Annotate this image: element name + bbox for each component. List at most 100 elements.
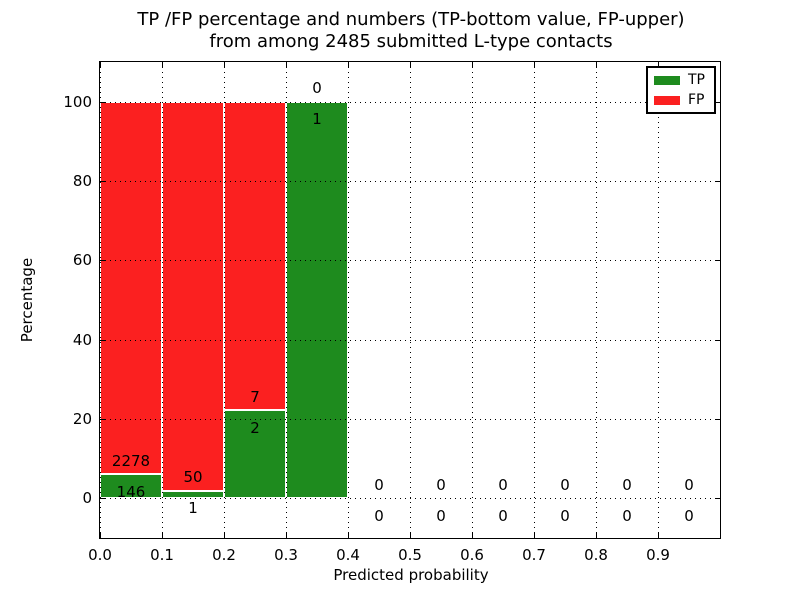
x-tick-mark <box>348 62 349 67</box>
y-tick-mark <box>715 260 720 262</box>
fp-count-label: 0 <box>684 475 694 494</box>
bar-fp-segment <box>162 101 224 491</box>
y-tick-mark <box>715 181 720 182</box>
gridline-vertical <box>162 62 163 538</box>
y-tick-mark <box>715 498 720 500</box>
fp-count-label: 2278 <box>111 451 151 470</box>
y-tick-mark <box>100 498 105 500</box>
legend-label-fp: FP <box>688 92 705 108</box>
y-tick-label: 60 <box>72 251 92 270</box>
y-tick-label: 40 <box>72 330 92 349</box>
x-tick-mark <box>596 533 597 538</box>
x-axis-label: Predicted probability <box>333 566 489 584</box>
tp-count-label: 0 <box>560 506 570 525</box>
fp-color-swatch <box>654 95 680 105</box>
x-tick-mark <box>534 62 535 67</box>
gridline-vertical <box>596 62 597 538</box>
bar-tp-segment <box>162 490 224 499</box>
y-tick-mark <box>100 260 105 262</box>
fp-count-label: 0 <box>436 475 446 494</box>
x-tick-mark <box>410 533 411 538</box>
x-tick-label: 0.5 <box>398 546 422 564</box>
x-tick-mark <box>472 533 473 538</box>
gridline-vertical <box>100 62 101 538</box>
gridline-vertical <box>534 62 535 538</box>
gridline-vertical <box>658 62 659 538</box>
tp-color-swatch <box>654 75 680 85</box>
x-tick-label: 0.3 <box>274 546 298 564</box>
y-tick-label: 80 <box>72 172 92 190</box>
plot-area: 2278 146 50 1 7 2 0 1 0 0 0 0 0 0 0 0 0 0 0 0 <box>99 61 721 539</box>
y-tick-mark <box>715 339 720 341</box>
gridline-horizontal <box>100 260 720 262</box>
fp-count-label: 7 <box>250 387 260 406</box>
y-tick-mark <box>100 339 105 341</box>
x-tick-mark <box>100 533 101 538</box>
x-tick-mark <box>224 533 225 538</box>
x-tick-label: 0.7 <box>522 546 546 564</box>
tp-count-label: 0 <box>374 506 384 525</box>
tp-count-label: 1 <box>312 110 322 129</box>
x-tick-label: 0.2 <box>212 546 236 564</box>
y-tick-label: 100 <box>63 92 92 111</box>
tp-count-label: 0 <box>498 506 508 525</box>
gridline-vertical <box>286 62 287 538</box>
x-tick-label: 0.4 <box>336 546 360 564</box>
gridline-vertical <box>224 62 225 538</box>
tp-count-label: 146 <box>116 482 146 501</box>
x-tick-label: 0.0 <box>88 546 112 564</box>
fp-count-label: 0 <box>560 475 570 494</box>
x-tick-mark <box>162 533 163 538</box>
gridline-vertical <box>348 62 349 538</box>
fp-count-label: 0 <box>312 79 322 98</box>
tp-count-label: 1 <box>188 499 198 517</box>
y-tick-label: 20 <box>72 410 92 428</box>
y-tick-mark <box>100 101 105 103</box>
x-tick-mark <box>162 62 163 67</box>
bar-fp-segment <box>224 101 286 411</box>
x-tick-mark <box>286 533 287 538</box>
x-tick-label: 0.9 <box>646 546 670 564</box>
y-tick-mark <box>715 101 720 103</box>
fp-count-label: 50 <box>183 468 203 487</box>
bar-tp-segment <box>286 101 348 499</box>
chart-title: TP /FP percentage and numbers (TP-bottom… <box>100 9 722 53</box>
legend-label-tp: TP <box>688 72 705 88</box>
gridline-horizontal <box>100 181 720 182</box>
gridline-horizontal <box>100 498 720 500</box>
legend-item-tp: TP <box>654 73 708 87</box>
tp-count-label: 0 <box>684 506 694 525</box>
x-tick-mark <box>100 62 101 67</box>
x-tick-label: 0.6 <box>460 546 484 564</box>
legend-item-fp: FP <box>654 93 708 107</box>
bar-tp-segment <box>224 410 286 499</box>
x-tick-mark <box>534 533 535 538</box>
tp-count-label: 2 <box>250 418 260 437</box>
chart-title-line1: TP /FP percentage and numbers (TP-bottom… <box>137 9 685 30</box>
chart-title-line2: from among 2485 submitted L-type contact… <box>209 31 613 52</box>
x-tick-mark <box>596 62 597 67</box>
fp-count-label: 0 <box>374 475 384 494</box>
x-tick-mark <box>286 62 287 67</box>
x-tick-mark <box>658 533 659 538</box>
fp-count-label: 0 <box>498 475 508 494</box>
y-tick-mark <box>100 419 105 420</box>
x-tick-mark <box>658 62 659 67</box>
gridline-vertical <box>410 62 411 538</box>
x-tick-label: 0.8 <box>584 546 608 564</box>
y-tick-mark <box>100 181 105 182</box>
y-axis-label: Percentage <box>18 257 36 343</box>
legend: TP FP <box>646 66 716 114</box>
fp-count-label: 0 <box>622 475 632 494</box>
gridline-horizontal <box>100 101 720 103</box>
gridline-horizontal <box>100 339 720 341</box>
gridline-vertical <box>472 62 473 538</box>
x-tick-mark <box>224 62 225 67</box>
x-tick-mark <box>472 62 473 67</box>
x-tick-label: 0.1 <box>150 546 174 564</box>
gridline-horizontal <box>100 419 720 420</box>
y-tick-mark <box>715 419 720 420</box>
tp-count-label: 0 <box>436 506 446 525</box>
tp-count-label: 0 <box>622 506 632 525</box>
